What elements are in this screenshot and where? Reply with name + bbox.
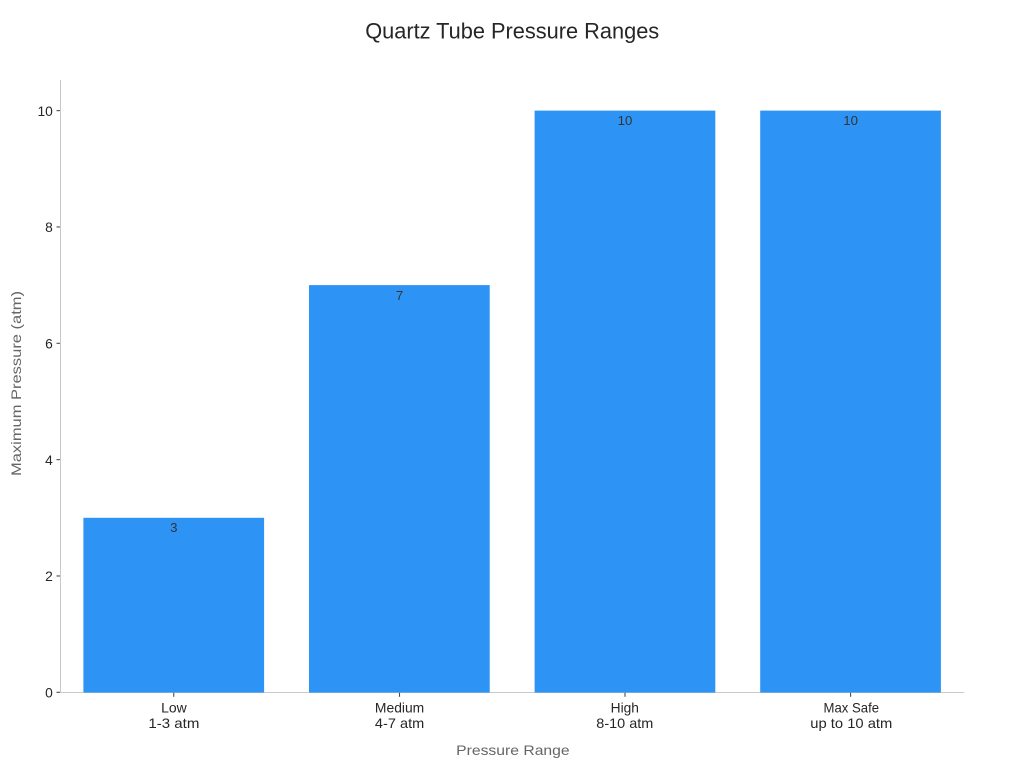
- svg-text:Maximum Pressure (atm): Maximum Pressure (atm): [9, 291, 24, 476]
- svg-text:10: 10: [618, 113, 633, 128]
- svg-text:4-7 atm: 4-7 atm: [375, 716, 424, 731]
- svg-text:Pressure Range: Pressure Range: [456, 743, 570, 758]
- svg-text:8-10 atm: 8-10 atm: [596, 716, 653, 731]
- svg-text:Medium: Medium: [375, 700, 424, 715]
- svg-text:Low: Low: [161, 700, 187, 715]
- svg-text:Quartz Tube Pressure Ranges: Quartz Tube Pressure Ranges: [365, 19, 659, 44]
- svg-text:0: 0: [45, 686, 53, 701]
- svg-text:2: 2: [45, 569, 53, 584]
- svg-text:8: 8: [45, 220, 53, 235]
- svg-text:1-3 atm: 1-3 atm: [148, 716, 199, 731]
- svg-text:7: 7: [396, 288, 403, 303]
- svg-text:10: 10: [843, 113, 858, 128]
- svg-text:Max Safe: Max Safe: [824, 700, 880, 715]
- svg-text:10: 10: [37, 104, 53, 119]
- svg-text:up to 10 atm: up to 10 atm: [810, 716, 892, 731]
- svg-text:6: 6: [45, 337, 53, 352]
- svg-text:High: High: [611, 700, 639, 715]
- svg-text:3: 3: [170, 520, 177, 535]
- svg-text:4: 4: [45, 453, 53, 468]
